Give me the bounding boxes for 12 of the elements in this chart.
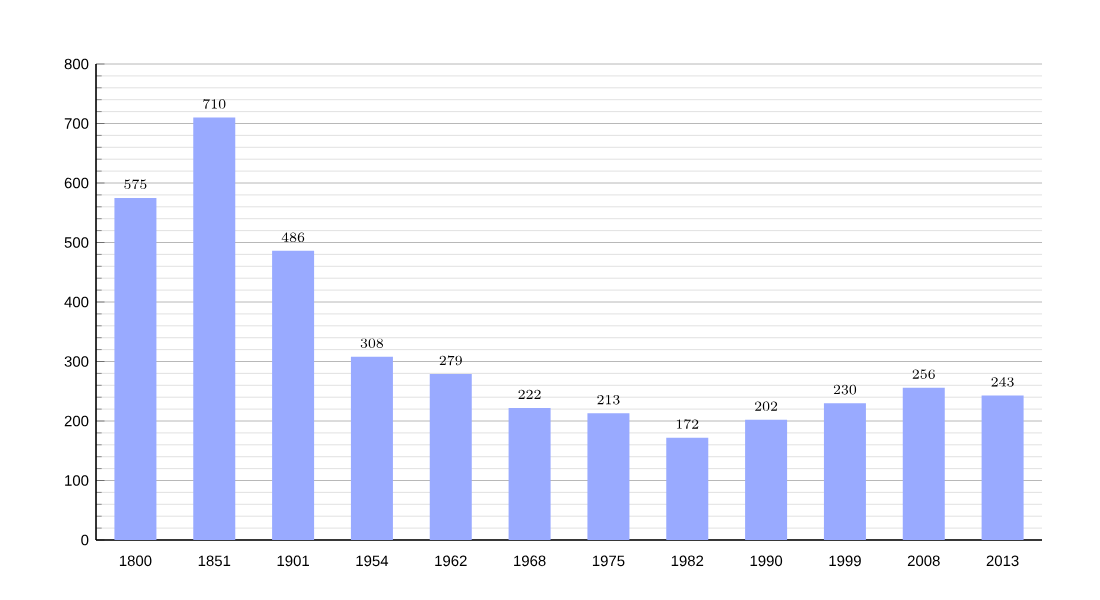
bar xyxy=(902,387,945,540)
bar xyxy=(508,407,551,540)
bar xyxy=(587,413,630,540)
bar xyxy=(666,437,709,540)
bar xyxy=(745,419,788,540)
bar xyxy=(429,373,472,540)
bar xyxy=(350,356,393,540)
bar xyxy=(193,117,236,540)
bar xyxy=(272,250,315,540)
bar xyxy=(823,403,866,540)
bar xyxy=(114,197,157,540)
bar xyxy=(981,395,1024,540)
